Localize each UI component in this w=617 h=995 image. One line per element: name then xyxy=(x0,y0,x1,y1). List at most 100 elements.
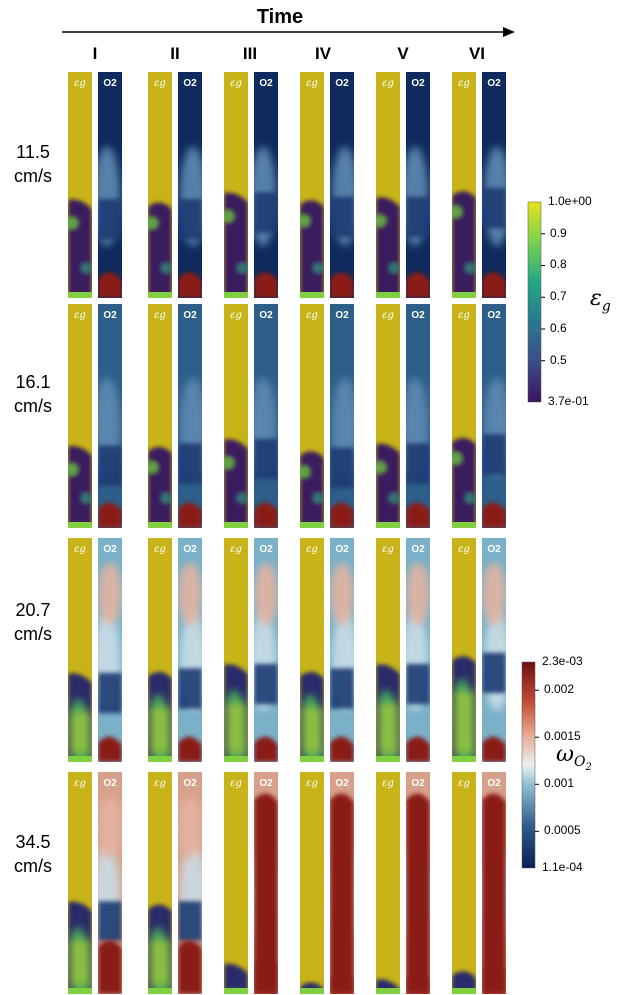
void-fraction-panel: εg xyxy=(68,304,92,528)
eps-tag: εg xyxy=(306,310,318,321)
eps-tag: εg xyxy=(154,78,166,89)
o2-tag: O2 xyxy=(183,544,197,555)
void-fraction-panel: εg xyxy=(224,538,248,762)
o2-tag: O2 xyxy=(259,310,273,321)
time-column-label: VI xyxy=(468,44,486,63)
oxygen-fraction-panel: O2 xyxy=(254,72,278,298)
void-fraction-panel: εg xyxy=(68,538,92,762)
void-fraction-panel: εg xyxy=(376,538,400,762)
void-fraction-panel: εg xyxy=(148,72,172,298)
oxygen-fraction-panel: O2 xyxy=(330,538,354,762)
oxygen-fraction-panel: O2 xyxy=(254,772,278,994)
time-arrow xyxy=(62,27,515,37)
oxygen-fraction-panel: O2 xyxy=(178,304,202,528)
oxygen-fraction-panel: O2 xyxy=(330,304,354,528)
velocity-value: 20.7 xyxy=(15,600,51,620)
eps-tag: εg xyxy=(458,778,470,789)
eps-tag: εg xyxy=(74,778,86,789)
velocity-unit: cm/s xyxy=(14,624,52,644)
o2-tag: O2 xyxy=(487,310,501,321)
void-fraction-panel: εg xyxy=(452,772,476,994)
o2-tag: O2 xyxy=(259,78,273,89)
o2-tag: O2 xyxy=(487,544,501,555)
oxygen-fraction-panel: O2 xyxy=(482,538,506,762)
time-column-label: V xyxy=(397,44,409,63)
eps-tag: εg xyxy=(306,78,318,89)
eps-tag: εg xyxy=(230,544,242,555)
velocity-label: 34.5 cm/s xyxy=(0,830,66,878)
eps-tag: εg xyxy=(382,310,394,321)
eps-colorbar-title: εg xyxy=(590,286,611,315)
velocity-label: 11.5 cm/s xyxy=(0,140,66,188)
o2-tag: O2 xyxy=(335,544,349,555)
eps-tag: εg xyxy=(74,310,86,321)
void-fraction-panel: εg xyxy=(148,772,172,994)
oxygen-fraction-panel: O2 xyxy=(482,72,506,298)
oxygen-fraction-panel: O2 xyxy=(98,538,122,762)
void-fraction-panel: εg xyxy=(300,772,324,994)
o2-tag: O2 xyxy=(335,310,349,321)
oxygen-fraction-panel: O2 xyxy=(178,538,202,762)
o2-tag: O2 xyxy=(103,78,117,89)
eps-tag: εg xyxy=(230,310,242,321)
eps-tag: εg xyxy=(74,544,86,555)
o2-tag: O2 xyxy=(183,78,197,89)
omega-min-label: 1.1e-04 xyxy=(542,860,583,874)
eps-tag: εg xyxy=(306,544,318,555)
o2-tag: O2 xyxy=(183,778,197,789)
void-fraction-panel: εg xyxy=(148,304,172,528)
eps-tag: εg xyxy=(458,310,470,321)
o2-tag: O2 xyxy=(411,544,425,555)
void-fraction-panel: εg xyxy=(224,304,248,528)
oxygen-fraction-panel: O2 xyxy=(406,72,430,298)
velocity-label: 20.7 cm/s xyxy=(0,598,66,646)
velocity-value: 34.5 xyxy=(15,832,51,852)
void-fraction-panel: εg xyxy=(68,72,92,298)
velocity-unit: cm/s xyxy=(14,166,52,186)
void-fraction-panel: εg xyxy=(376,304,400,528)
eps-tag: εg xyxy=(458,78,470,89)
time-column-label: I xyxy=(92,44,98,63)
eps-tag: εg xyxy=(306,778,318,789)
eps-tag: εg xyxy=(382,78,394,89)
time-column-label: IV xyxy=(314,44,332,63)
oxygen-fraction-panel: O2 xyxy=(482,772,506,994)
oxygen-fraction-panel: O2 xyxy=(406,538,430,762)
eps-tick-label: 0.8 xyxy=(550,257,567,272)
void-fraction-panel: εg xyxy=(300,538,324,762)
oxygen-fraction-panel: O2 xyxy=(178,772,202,994)
eps-tag: εg xyxy=(458,544,470,555)
eps-tick-label: 0.7 xyxy=(550,289,567,304)
void-fraction-panel: εg xyxy=(376,772,400,994)
omega-tick-label: 0.0005 xyxy=(544,823,581,838)
eps-tag: εg xyxy=(154,310,166,321)
void-fraction-panel: εg xyxy=(452,304,476,528)
eps-max-label: 1.0e+00 xyxy=(548,194,592,208)
time-column-label: II xyxy=(170,44,180,63)
eps-tick-label: 0.6 xyxy=(550,320,567,335)
void-fraction-panel: εg xyxy=(452,72,476,298)
oxygen-fraction-panel: O2 xyxy=(330,772,354,994)
void-fraction-panel: εg xyxy=(300,304,324,528)
void-fraction-panel: εg xyxy=(224,772,248,994)
o2-tag: O2 xyxy=(411,778,425,789)
oxygen-fraction-panel: O2 xyxy=(98,72,122,298)
velocity-unit: cm/s xyxy=(14,396,52,416)
oxygen-fraction-panel: O2 xyxy=(178,72,202,298)
void-fraction-panel: εg xyxy=(452,538,476,762)
o2-tag: O2 xyxy=(259,778,273,789)
o2-tag: O2 xyxy=(335,778,349,789)
o2-tag: O2 xyxy=(103,310,117,321)
o2-tag: O2 xyxy=(411,78,425,89)
eps-tag: εg xyxy=(154,544,166,555)
void-fraction-panel: εg xyxy=(68,772,92,994)
o2-tag: O2 xyxy=(335,78,349,89)
eps-tag: εg xyxy=(382,778,394,789)
eps-tag: εg xyxy=(74,78,86,89)
oxygen-fraction-panel: O2 xyxy=(406,304,430,528)
o2-tag: O2 xyxy=(183,310,197,321)
oxygen-fraction-panel: O2 xyxy=(98,304,122,528)
oxygen-fraction-panel: O2 xyxy=(330,72,354,298)
